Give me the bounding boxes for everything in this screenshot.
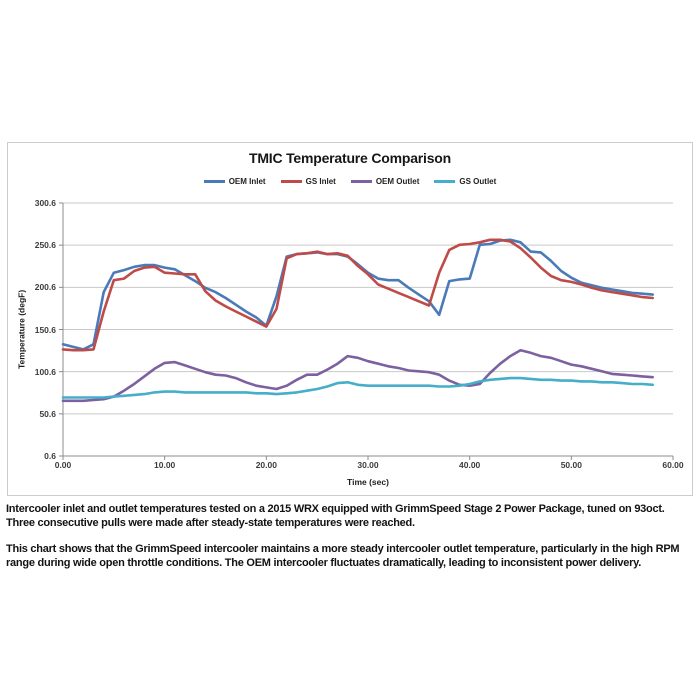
- x-tick-label: 60.00: [662, 460, 684, 470]
- x-axis-title: Time (sec): [347, 477, 389, 487]
- x-tick-label: 40.00: [459, 460, 481, 470]
- legend-label: OEM Outlet: [375, 177, 420, 186]
- x-tick-label: 20.00: [255, 460, 277, 470]
- series-line-gs-inlet: [61, 238, 655, 352]
- series-line-oem-inlet: [61, 238, 655, 351]
- legend-label: GS Inlet: [305, 177, 336, 186]
- line-swatch-icon: [350, 180, 372, 183]
- y-tick-label: 200.6: [34, 282, 56, 293]
- x-tick-label: 50.00: [560, 460, 582, 470]
- legend-item-oem-inlet: OEM Inlet: [203, 177, 266, 186]
- y-tick-label: 50.6: [39, 408, 56, 419]
- y-tick-label: 100.6: [34, 366, 56, 377]
- x-tick-label: 30.00: [357, 460, 379, 470]
- plot-svg: [59, 202, 674, 460]
- x-tick-label: 10.00: [154, 460, 176, 470]
- legend-label: GS Outlet: [459, 177, 497, 186]
- y-axis-labels: 0.6 50.6 100.6 150.6 200.6 250.6 300.6: [8, 198, 56, 461]
- y-tick-label: 0.6: [44, 451, 56, 461]
- legend-item-gs-outlet: GS Outlet: [434, 177, 496, 186]
- line-swatch-icon: [280, 180, 302, 183]
- plot-area: [59, 202, 674, 460]
- caption-paragraph-1: Intercooler inlet and outlet temperature…: [6, 503, 665, 529]
- legend-item-oem-outlet: OEM Outlet: [350, 177, 420, 186]
- y-tick-label: 300.6: [34, 198, 56, 208]
- legend-item-gs-inlet: GS Inlet: [280, 177, 336, 186]
- chart-frame: TMIC Temperature Comparison OEM Inlet GS…: [7, 142, 693, 496]
- series-line-gs-outlet: [61, 376, 655, 399]
- y-tick-label: 150.6: [34, 324, 56, 335]
- series-line-oem-outlet: [61, 348, 655, 403]
- caption-paragraph-2: This chart shows that the GrimmSpeed int…: [6, 543, 680, 569]
- caption-block: Intercooler inlet and outlet temperature…: [6, 503, 694, 583]
- line-swatch-icon: [203, 180, 225, 183]
- x-tick-label: 0.00: [54, 460, 72, 470]
- legend-label: OEM Inlet: [228, 177, 266, 186]
- chart-title: TMIC Temperature Comparison: [248, 150, 452, 166]
- line-swatch-icon: [434, 180, 456, 183]
- x-axis-labels: 0.00 10.00 20.00 30.00 40.00 50.00 60.00: [55, 460, 684, 472]
- y-tick-label: 250.6: [34, 240, 56, 251]
- chart-legend: OEM Inlet GS Inlet OEM Outlet GS Outlet: [8, 177, 692, 186]
